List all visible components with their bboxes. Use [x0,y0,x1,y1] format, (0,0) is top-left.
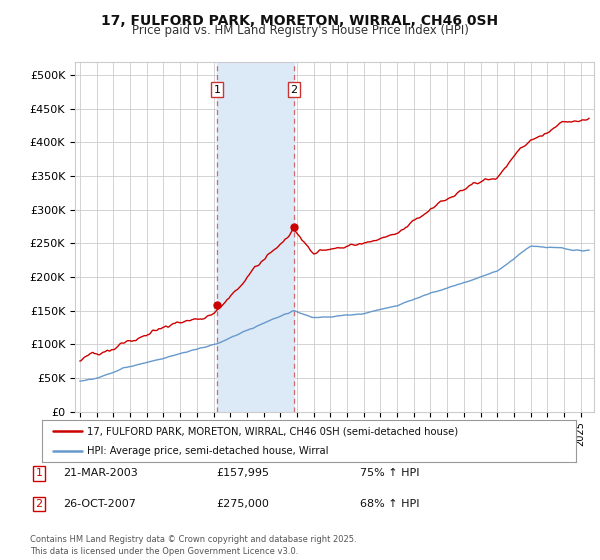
Text: Contains HM Land Registry data © Crown copyright and database right 2025.
This d: Contains HM Land Registry data © Crown c… [30,535,356,556]
Text: 21-MAR-2003: 21-MAR-2003 [63,468,138,478]
Text: 26-OCT-2007: 26-OCT-2007 [63,499,136,509]
Text: 68% ↑ HPI: 68% ↑ HPI [360,499,419,509]
Text: 17, FULFORD PARK, MORETON, WIRRAL, CH46 0SH (semi-detached house): 17, FULFORD PARK, MORETON, WIRRAL, CH46 … [88,426,458,436]
Text: £275,000: £275,000 [216,499,269,509]
Text: 75% ↑ HPI: 75% ↑ HPI [360,468,419,478]
Text: 1: 1 [214,85,221,95]
Bar [217,62,294,412]
Text: HPI: Average price, semi-detached house, Wirral: HPI: Average price, semi-detached house,… [88,446,329,456]
Text: £157,995: £157,995 [216,468,269,478]
Text: 2: 2 [35,499,43,509]
Text: 17, FULFORD PARK, MORETON, WIRRAL, CH46 0SH: 17, FULFORD PARK, MORETON, WIRRAL, CH46 … [101,14,499,28]
Text: 2: 2 [290,85,298,95]
Text: 1: 1 [35,468,43,478]
Text: Price paid vs. HM Land Registry's House Price Index (HPI): Price paid vs. HM Land Registry's House … [131,24,469,37]
